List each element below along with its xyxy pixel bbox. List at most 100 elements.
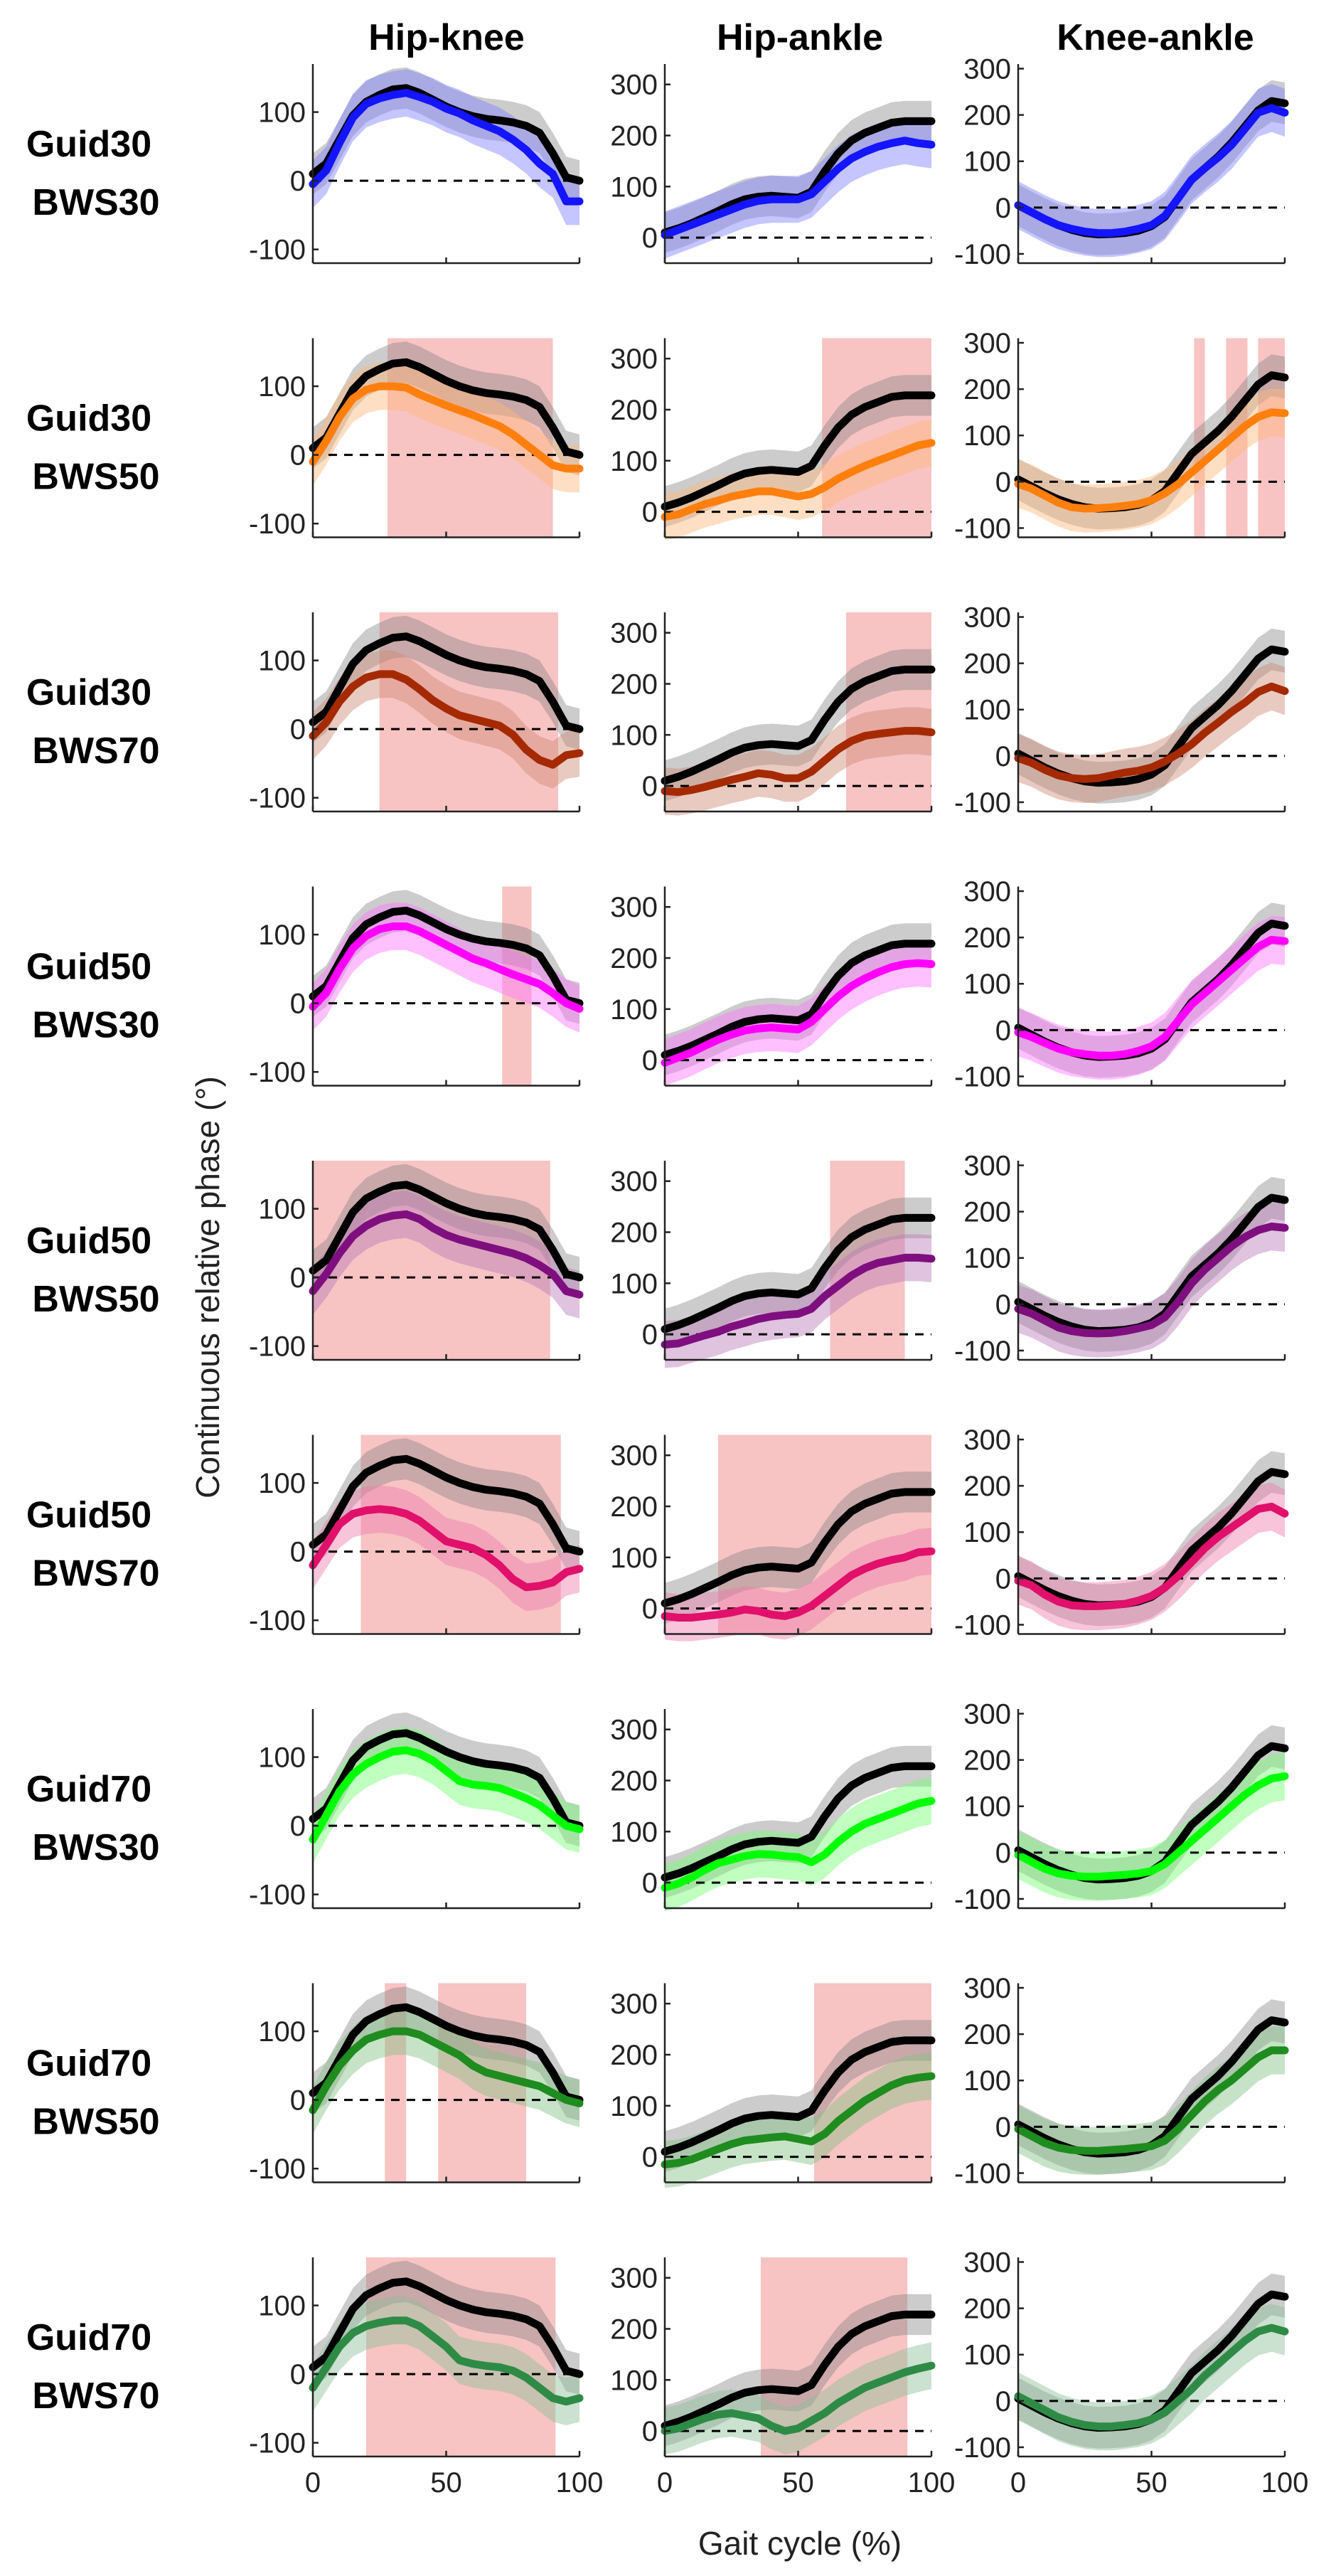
row-label-guidance: Guid30 bbox=[26, 672, 151, 713]
condition-mean-line bbox=[309, 1746, 584, 1843]
reference-sd-band bbox=[313, 1438, 579, 1572]
row-label-guidance: Guid70 bbox=[26, 2317, 151, 2358]
x-tick-label: 100 bbox=[1261, 2467, 1309, 2498]
y-tick-label: 0 bbox=[642, 497, 658, 528]
y-tick-label: 0 bbox=[642, 2416, 658, 2447]
row-label-guidance: Guid30 bbox=[26, 124, 151, 165]
panel-row: Guid30 BWS70 -100 0 100 0 100 200 300 -100 0 100 200… bbox=[26, 602, 1289, 819]
y-tick-label: 0 bbox=[995, 1289, 1011, 1321]
y-tick-label: 200 bbox=[963, 649, 1011, 680]
y-tick-label: 0 bbox=[995, 193, 1011, 224]
y-tick-label: 0 bbox=[642, 1868, 658, 1899]
significance-region bbox=[1194, 338, 1205, 538]
significance-region bbox=[385, 1983, 407, 2183]
y-tick-label: 100 bbox=[610, 171, 658, 203]
condition-mean-line bbox=[661, 2361, 936, 2435]
condition-mean-line bbox=[1014, 1772, 1289, 1881]
reference-mean-line bbox=[661, 1488, 936, 1607]
y-tick-label: 200 bbox=[610, 1491, 658, 1523]
y-tick-label: -100 bbox=[249, 1605, 306, 1636]
y-tick-label: 0 bbox=[290, 2085, 306, 2117]
reference-mean-line bbox=[661, 391, 936, 511]
y-tick-label: 100 bbox=[963, 2340, 1011, 2371]
y-tick-label: -100 bbox=[954, 1061, 1011, 1092]
row-label-bws: BWS70 bbox=[32, 2375, 159, 2417]
y-tick-label: 200 bbox=[610, 1218, 658, 1249]
reference-sd-band bbox=[1018, 1725, 1285, 1900]
significance-region bbox=[822, 338, 931, 538]
y-tick-label: 100 bbox=[258, 1742, 306, 1774]
reference-sd-band bbox=[665, 375, 931, 528]
significance-region bbox=[718, 1435, 931, 1634]
y-tick-label: -100 bbox=[249, 2428, 306, 2459]
condition-sd-band bbox=[1018, 1752, 1285, 1901]
y-tick-label: -100 bbox=[954, 1884, 1011, 1915]
y-tick-label: -100 bbox=[249, 2154, 306, 2185]
reference-sd-band bbox=[665, 2020, 931, 2173]
y-tick-label: 200 bbox=[610, 943, 658, 974]
condition-mean-line bbox=[309, 2316, 584, 2406]
y-tick-label: -100 bbox=[249, 1057, 306, 1088]
reference-mean-line bbox=[309, 358, 584, 459]
y-tick-label: 200 bbox=[610, 2314, 658, 2346]
reference-sd-band bbox=[1018, 354, 1285, 530]
reference-mean-line bbox=[661, 2036, 936, 2156]
condition-sd-band bbox=[1018, 84, 1285, 257]
reference-sd-band bbox=[313, 1712, 579, 1847]
condition-mean-line bbox=[309, 1505, 584, 1592]
y-tick-label: 100 bbox=[258, 1468, 306, 1499]
subplot: -100 0 100 200 300 bbox=[954, 328, 1289, 544]
reference-sd-band bbox=[665, 2294, 931, 2447]
y-tick-label: 0 bbox=[290, 989, 306, 1020]
reference-sd-band bbox=[1018, 2273, 1285, 2449]
y-tick-label: 300 bbox=[963, 876, 1011, 908]
column-title-knee-ankle: Knee-ankle bbox=[1057, 17, 1254, 58]
y-tick-label: 100 bbox=[963, 147, 1011, 178]
reference-sd-band bbox=[313, 2260, 579, 2395]
panel-row: Guid50 BWS30 -100 0 100 0 100 200 300 -100 0 100 200… bbox=[26, 876, 1289, 1092]
y-tick-label: 0 bbox=[642, 771, 658, 802]
column-title-hip-knee: Hip-knee bbox=[368, 17, 525, 58]
y-tick-label: 100 bbox=[963, 1517, 1011, 1548]
subplot: -100 0 100 200 300 bbox=[954, 876, 1289, 1092]
y-tick-label: 0 bbox=[290, 1811, 306, 1842]
condition-sd-band bbox=[313, 69, 579, 225]
row-label-guidance: Guid50 bbox=[26, 947, 151, 988]
y-tick-label: 200 bbox=[610, 2040, 658, 2071]
condition-mean-line bbox=[661, 137, 936, 239]
row-label-guidance: Guid50 bbox=[26, 1220, 151, 1262]
reference-mean-line bbox=[309, 2277, 584, 2378]
condition-sd-band bbox=[665, 419, 931, 541]
y-tick-label: 200 bbox=[963, 1471, 1011, 1502]
y-tick-label: 300 bbox=[610, 344, 658, 375]
row-label-bws: BWS50 bbox=[32, 1279, 159, 1320]
subplot: -100 0 100 bbox=[249, 338, 584, 540]
y-tick-label: 0 bbox=[290, 714, 306, 745]
condition-sd-band bbox=[1018, 388, 1285, 533]
row-label-bws: BWS70 bbox=[32, 730, 159, 772]
condition-mean-line bbox=[1014, 104, 1289, 238]
panel-rows: Guid30 BWS30 -100 0 100 0 100 200 300 -100 0 100 200… bbox=[26, 54, 1309, 2498]
x-tick-label: 0 bbox=[657, 2467, 673, 2498]
reference-mean-line bbox=[309, 632, 584, 733]
column-titles: Hip-knee Hip-ankle Knee-ankle bbox=[368, 17, 1254, 58]
subplot: -100 0 100 bbox=[249, 1983, 584, 2185]
reference-sd-band bbox=[665, 1197, 931, 1350]
column-title-hip-ankle: Hip-ankle bbox=[717, 17, 883, 58]
subplot: -100 0 100 bbox=[249, 1709, 584, 1911]
subplot: -100 0 100 200 300 bbox=[954, 54, 1289, 270]
y-tick-label: 100 bbox=[610, 1816, 658, 1848]
y-tick-label: -100 bbox=[954, 1609, 1011, 1641]
subplot: 0 100 200 300 bbox=[610, 64, 936, 265]
panel-row: Guid50 BWS70 -100 0 100 0 100 200 300 -100 0 100 200… bbox=[26, 1425, 1289, 1641]
reference-sd-band bbox=[1018, 80, 1285, 255]
y-tick-label: 0 bbox=[642, 1594, 658, 1625]
condition-sd-band bbox=[1018, 915, 1285, 1080]
y-tick-label: 200 bbox=[610, 1766, 658, 1797]
condition-sd-band bbox=[1018, 1482, 1285, 1631]
y-tick-label: 200 bbox=[610, 121, 658, 152]
condition-sd-band bbox=[313, 650, 579, 789]
y-tick-label: 200 bbox=[963, 100, 1011, 132]
y-tick-label: 0 bbox=[290, 440, 306, 472]
reference-sd-band bbox=[313, 890, 579, 1024]
